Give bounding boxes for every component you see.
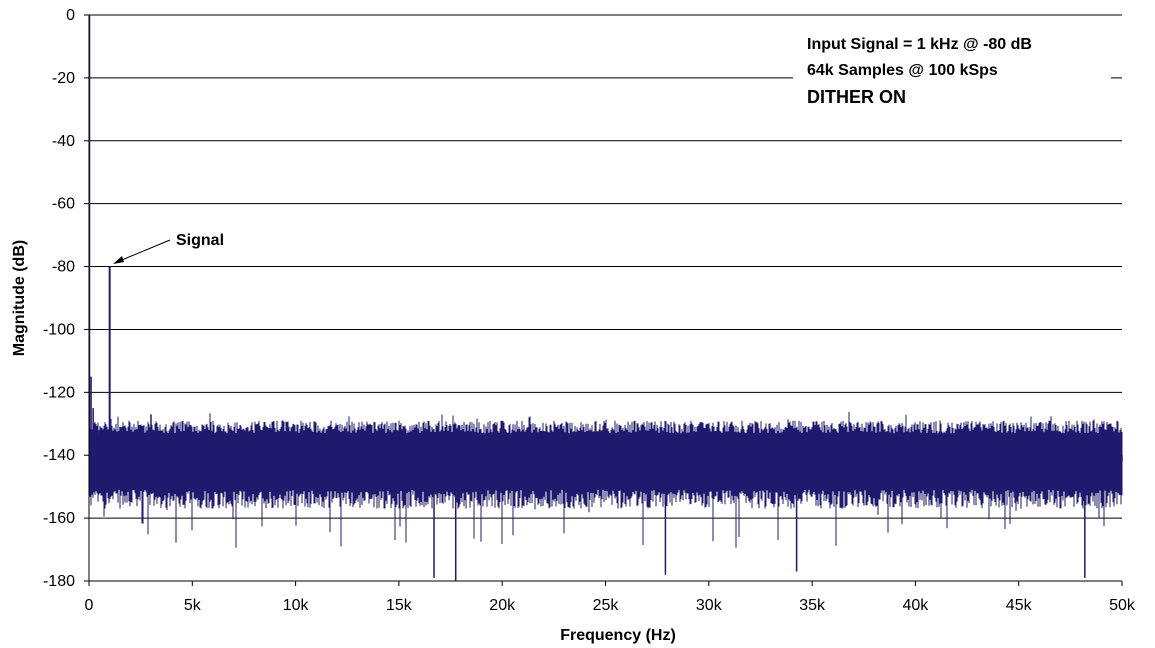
x-tick-labels: 0 5k 10k 15k 20k 25k 30k 35k 40k 45k 50k xyxy=(85,597,1136,614)
y-tick-label: -120 xyxy=(43,384,75,401)
x-axis-title: Frequency (Hz) xyxy=(560,627,676,644)
y-tick-labels: 0 -20 -40 -60 -80 -100 -120 -140 -160 -180 xyxy=(43,7,75,590)
x-tick-label: 50k xyxy=(1109,597,1136,614)
signal-annotation: Signal xyxy=(176,232,224,249)
y-tick-marks xyxy=(84,14,89,582)
samples-annotation: 64k Samples @ 100 kSps xyxy=(807,62,998,79)
y-tick-label: -100 xyxy=(43,321,75,338)
x-tick-label: 15k xyxy=(386,597,413,614)
signal-arrow xyxy=(116,239,171,263)
x-tick-label: 10k xyxy=(283,597,310,614)
y-axis-title: Magnitude (dB) xyxy=(11,240,28,356)
x-tick-label: 5k xyxy=(184,597,202,614)
annotation-box xyxy=(793,24,1111,132)
signal-arrowhead xyxy=(113,256,124,264)
y-tick-label: -60 xyxy=(52,196,75,213)
x-tick-label: 25k xyxy=(593,597,620,614)
y-tick-label: -160 xyxy=(43,510,75,527)
x-tick-label: 40k xyxy=(903,597,930,614)
noise-floor-trace xyxy=(89,411,1123,548)
x-tick-label: 20k xyxy=(489,597,516,614)
input-signal-annotation: Input Signal = 1 kHz @ -80 dB xyxy=(807,36,1032,53)
gridlines xyxy=(89,14,1122,519)
y-tick-label: -40 xyxy=(52,133,75,150)
y-tick-label: -20 xyxy=(52,70,75,87)
x-tick-label: 30k xyxy=(696,597,723,614)
y-tick-label: -180 xyxy=(43,573,75,590)
x-tick-label: 0 xyxy=(85,597,94,614)
x-tick-label: 35k xyxy=(799,597,826,614)
dither-annotation: DITHER ON xyxy=(807,87,906,107)
y-tick-label: -140 xyxy=(43,447,75,464)
x-tick-marks xyxy=(88,581,1123,586)
y-tick-label: -80 xyxy=(52,259,75,276)
y-tick-label: 0 xyxy=(66,7,75,24)
x-tick-label: 45k xyxy=(1006,597,1033,614)
